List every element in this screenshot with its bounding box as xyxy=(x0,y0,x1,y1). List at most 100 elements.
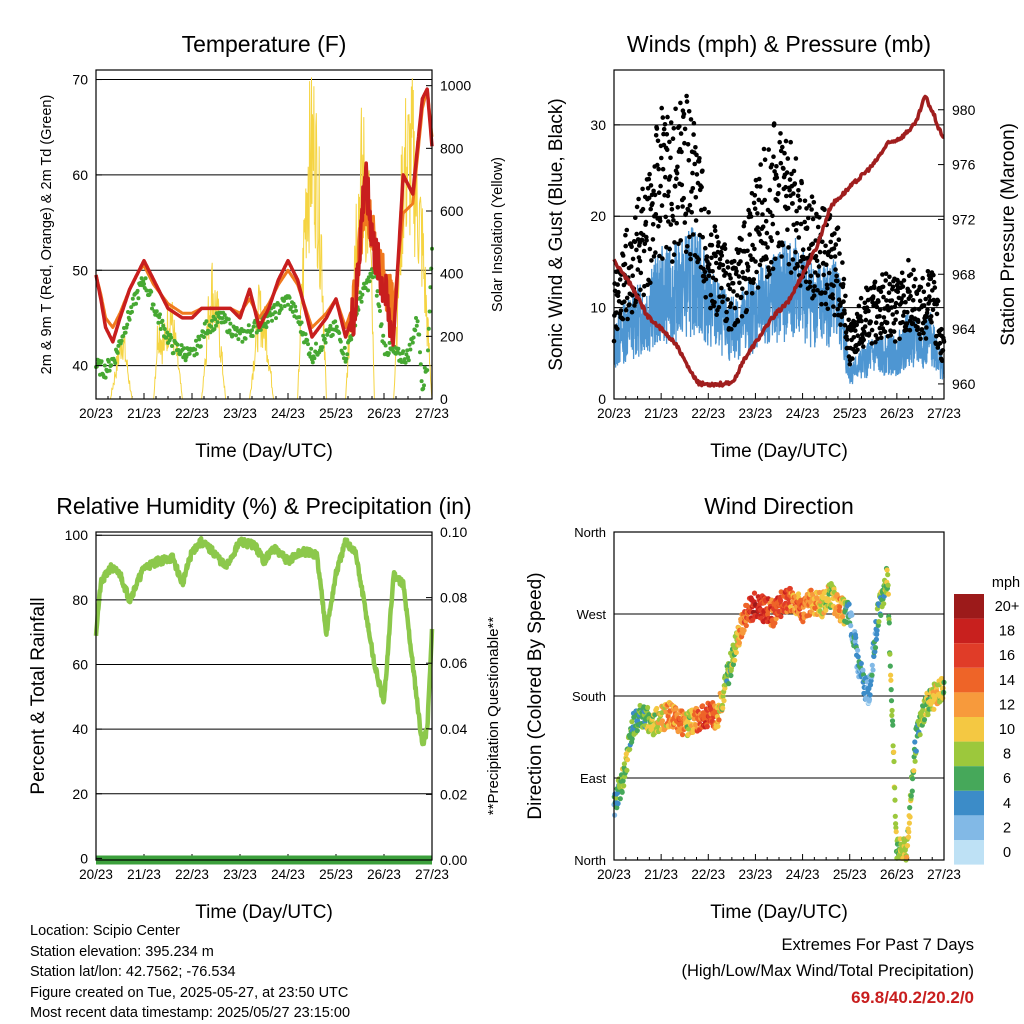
chart3-direction-point xyxy=(891,749,897,755)
chart1-gust-point xyxy=(679,149,684,155)
chart1-gust-point xyxy=(900,320,905,325)
chart1-gust-point xyxy=(908,272,914,277)
chart1-gust-point xyxy=(879,321,884,327)
chart1-gust-point xyxy=(727,286,733,292)
chart2-ytick-right-label: 0.06 xyxy=(440,655,467,671)
chart1-gust-point xyxy=(903,299,908,305)
chart3-direction-point xyxy=(885,582,891,588)
chart1-gust-point xyxy=(778,131,783,136)
chart1-gust-point xyxy=(642,241,648,247)
chart1-gust-point xyxy=(822,207,827,213)
chart1-gust-point xyxy=(822,290,828,296)
chart3-direction-point xyxy=(733,649,739,656)
chart1-gust-point xyxy=(803,279,809,285)
chart0-dewpoint-point xyxy=(333,319,338,324)
chart3-direction-point xyxy=(893,825,899,831)
chart1-gust-point xyxy=(739,314,745,319)
chart0-dewpoint-point xyxy=(375,289,380,294)
chart0-dewpoint-point xyxy=(223,319,228,324)
chart1-gust-point xyxy=(670,136,676,141)
chart1-gust-point xyxy=(708,232,714,237)
chart1-gust-point xyxy=(921,330,926,336)
colorbar-swatch xyxy=(954,790,984,816)
chart1-gust-point xyxy=(880,284,886,290)
chart1-gust-point xyxy=(659,203,665,208)
chart1-gust-point xyxy=(783,184,788,190)
chart1-gust-point xyxy=(774,198,780,203)
chart0-dewpoint-point xyxy=(411,335,416,340)
chart0-ylabel: 2m & 9m T (Red, Orange) & 2m Td (Green) xyxy=(39,95,55,375)
chart3-direction-point xyxy=(635,717,641,724)
chart1-gust-point xyxy=(668,155,673,161)
chart3-direction-point xyxy=(906,829,912,835)
chart3-direction-point xyxy=(704,724,710,730)
chart1-gust-point xyxy=(641,248,647,254)
chart1-gust-point xyxy=(924,325,929,330)
chart1-gust-point xyxy=(741,223,747,229)
chart0-dewpoint-point xyxy=(238,331,242,336)
chart1-gust-point xyxy=(623,232,628,238)
chart3-direction-point xyxy=(808,587,814,593)
chart3-direction-point xyxy=(869,662,875,668)
chart0-ytick-right-label: 600 xyxy=(440,203,464,219)
chart1-gust-point xyxy=(930,307,936,313)
chart1-title: Winds (mph) & Pressure (mb) xyxy=(627,31,931,57)
chart1-gust-point xyxy=(771,154,776,159)
chart1-gust-point xyxy=(913,276,918,282)
chart1-gust-point xyxy=(649,258,654,263)
chart3-direction-point xyxy=(892,813,898,819)
chart0-dewpoint-point xyxy=(321,333,326,338)
chart3-xtick-label: 27/23 xyxy=(927,867,961,882)
chart1-gust-point xyxy=(819,301,824,307)
chart2-ytick-right-label: 0.02 xyxy=(440,786,467,802)
extremes-title: Extremes For Past 7 Days xyxy=(781,936,974,954)
chart3-direction-point xyxy=(716,717,722,723)
chart1-gust-point xyxy=(832,312,837,318)
chart0-dewpoint-point xyxy=(179,343,184,348)
chart0-dewpoint-point xyxy=(310,360,315,365)
chart3-direction-point xyxy=(886,620,892,626)
recent-timestamp-text: Most recent data timestamp: 2025/05/27 2… xyxy=(30,1005,351,1021)
chart0-dewpoint-point xyxy=(418,362,423,367)
chart1-gust-point xyxy=(779,254,784,259)
chart1-gust-point xyxy=(675,164,680,170)
chart0-dewpoint-point xyxy=(215,320,220,325)
chart0-dewpoint-point xyxy=(402,357,407,362)
chart0-dewpoint-point xyxy=(406,358,411,363)
chart1-gust-point xyxy=(758,184,763,189)
chart1-gust-point xyxy=(923,336,929,341)
chart0-dewpoint-point xyxy=(246,323,251,328)
chart1-gust-point xyxy=(836,297,842,303)
chart1-gust-point xyxy=(634,204,640,210)
chart1-gust-point xyxy=(682,140,687,146)
chart3-direction-point xyxy=(646,712,652,718)
chart0-dewpoint-point xyxy=(427,309,432,314)
chart1-xtick-label: 24/23 xyxy=(786,406,820,421)
chart1-gust-point xyxy=(694,152,699,158)
chart1-gust-point xyxy=(758,162,763,167)
chart1-gust-point xyxy=(791,191,796,196)
chart0-ytick-right-label: 200 xyxy=(440,328,464,344)
chart1-gust-point xyxy=(925,307,930,312)
chart1-gust-point xyxy=(787,187,792,193)
chart3-direction-point xyxy=(673,706,679,712)
chart1-gust-point xyxy=(906,257,911,263)
chart3-direction-point xyxy=(872,649,878,655)
colorbar-label: 4 xyxy=(1003,796,1011,812)
chart0-xtick-label: 20/23 xyxy=(79,406,113,421)
chart1-gust-point xyxy=(879,335,884,341)
chart3-direction-point xyxy=(659,718,666,724)
colorbar-label: 18 xyxy=(999,624,1015,640)
chart3-direction-point xyxy=(906,820,913,826)
chart3-direction-point xyxy=(904,854,910,860)
chart1-gust-point xyxy=(687,234,692,240)
chart1-gust-point xyxy=(886,290,892,296)
chart1-gust-point xyxy=(676,241,681,247)
chart0-dewpoint-point xyxy=(187,351,192,356)
colorbar-label: 12 xyxy=(999,697,1015,713)
chart1-gust-point xyxy=(755,211,760,216)
chart1-gust-point xyxy=(807,279,813,285)
chart1-gust-point xyxy=(846,317,851,323)
chart3-direction-point xyxy=(826,596,832,603)
chart1-gust-point xyxy=(881,294,886,300)
